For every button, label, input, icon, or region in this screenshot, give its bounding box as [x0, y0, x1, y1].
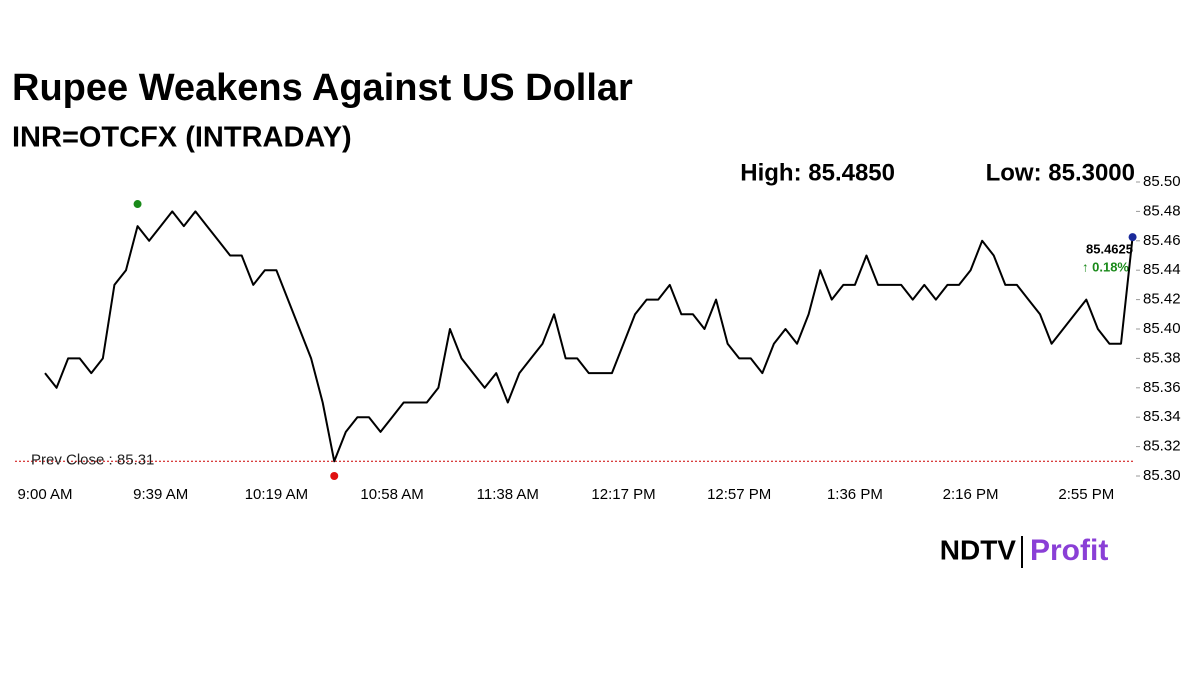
chart-subtitle: INR=OTCFX (INTRADAY) — [12, 122, 352, 154]
x-tick-label: 9:00 AM — [17, 486, 72, 503]
x-tick-label: 9:39 AM — [133, 486, 188, 503]
high-dot — [133, 200, 142, 209]
y-tick-label: 85.30 — [1143, 467, 1181, 484]
x-tick-label: 2:55 PM — [1058, 486, 1114, 503]
price-line — [44, 210, 1134, 463]
last-dot — [1128, 233, 1137, 242]
x-tick-label: 12:57 PM — [707, 486, 771, 503]
change-label: ↑ 0.18% — [1082, 259, 1129, 274]
y-tick-label: 85.48 — [1143, 202, 1181, 219]
x-tick-label: 10:19 AM — [245, 486, 308, 503]
x-tick-label: 10:58 AM — [360, 486, 423, 503]
y-tick-label: 85.50 — [1143, 173, 1181, 190]
y-tick-label: 85.44 — [1143, 261, 1181, 278]
y-tick-label: 85.38 — [1143, 349, 1181, 366]
x-tick-label: 12:17 PM — [591, 486, 655, 503]
x-tick-label: 11:38 AM — [477, 486, 539, 503]
y-tick-label: 85.46 — [1143, 232, 1181, 249]
y-tick-label: 85.40 — [1143, 320, 1181, 337]
y-tick-label: 85.32 — [1143, 438, 1181, 455]
y-tick-label: 85.36 — [1143, 379, 1181, 396]
y-tick-label: 85.42 — [1143, 291, 1181, 308]
x-tick-label: 2:16 PM — [943, 486, 999, 503]
brand-profit: Profit — [1030, 534, 1108, 567]
y-tick-label: 85.34 — [1143, 408, 1181, 425]
x-tick-label: 1:36 PM — [827, 486, 883, 503]
prev-close-label: Prev Close : 85.31 — [31, 451, 154, 468]
last-price: 85.4625 — [1086, 241, 1133, 256]
brand-ndtv: NDTV — [940, 534, 1017, 565]
low-dot — [330, 472, 339, 480]
chart-title: Rupee Weakens Against US Dollar — [12, 67, 633, 109]
high-label: High: 85.4850 — [740, 159, 895, 186]
low-label: Low: 85.3000 — [986, 159, 1135, 186]
